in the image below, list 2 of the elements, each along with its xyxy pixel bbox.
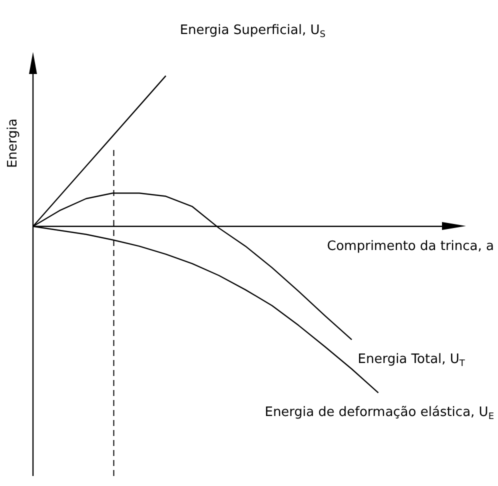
y-axis-title: Energia <box>5 118 20 168</box>
x-axis-title: Comprimento da trinca, a <box>327 238 494 254</box>
